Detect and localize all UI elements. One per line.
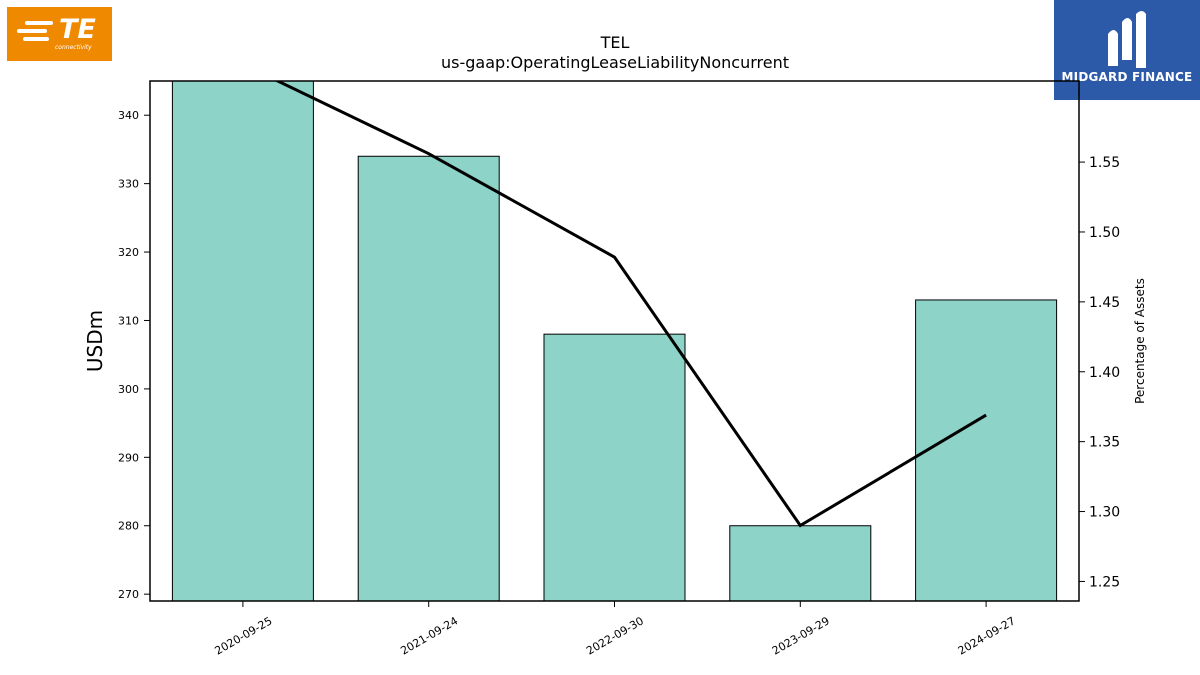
- bar-2020-09-25: [171, 80, 314, 602]
- y-tick-label: 310: [118, 314, 139, 327]
- x-tick-label: 2023-09-29: [770, 614, 832, 657]
- te-stripes-icon: [17, 21, 53, 41]
- midgard-mark-icon: [1108, 11, 1146, 68]
- y2-tick-label: 1.45: [1089, 295, 1120, 311]
- bar-2021-09-24: [357, 155, 500, 602]
- plot-frame: [149, 80, 1080, 602]
- te-logo-subtext: connectivity: [55, 44, 92, 51]
- bar-2024-09-27: [915, 299, 1058, 602]
- y2-tick-label: 1.30: [1089, 505, 1120, 521]
- midgard-logo-text: MIDGARD FINANCE: [1061, 70, 1193, 84]
- y2-tick-label: 1.35: [1089, 435, 1120, 451]
- y2-tick-label: 1.55: [1089, 155, 1120, 171]
- y-tick-label: 280: [118, 520, 139, 533]
- y2-axis-label: Percentage of Assets: [1133, 278, 1147, 404]
- y-tick-label: 290: [118, 451, 139, 464]
- y2-tick-label: 1.25: [1089, 574, 1120, 590]
- y-tick-label: 270: [118, 588, 139, 601]
- x-tick-label: 2021-09-24: [398, 614, 460, 657]
- y-tick-label: 300: [118, 383, 139, 396]
- x-tick-label: 2024-09-27: [956, 614, 1018, 657]
- y2-tick-label: 1.40: [1089, 365, 1120, 381]
- y-tick-label: 320: [118, 246, 139, 259]
- x-tick-label: 2020-09-25: [213, 614, 275, 657]
- bar-2023-09-29: [729, 525, 872, 602]
- te-logo-text: TE: [59, 14, 96, 45]
- y-tick-label: 330: [118, 178, 139, 191]
- chart-title: TEL: [600, 33, 630, 52]
- y-tick-label: 340: [118, 109, 139, 122]
- y2-tick-label: 1.50: [1089, 225, 1120, 241]
- te-connectivity-logo: TE connectivity: [7, 7, 112, 61]
- percentage-of-assets-line: [274, 81, 987, 528]
- bar-2022-09-30: [543, 333, 686, 602]
- y-axis-label: USDm: [83, 310, 107, 372]
- x-tick-label: 2022-09-30: [584, 614, 646, 657]
- chart-subtitle: us-gaap:OperatingLeaseLiabilityNoncurren…: [441, 53, 789, 72]
